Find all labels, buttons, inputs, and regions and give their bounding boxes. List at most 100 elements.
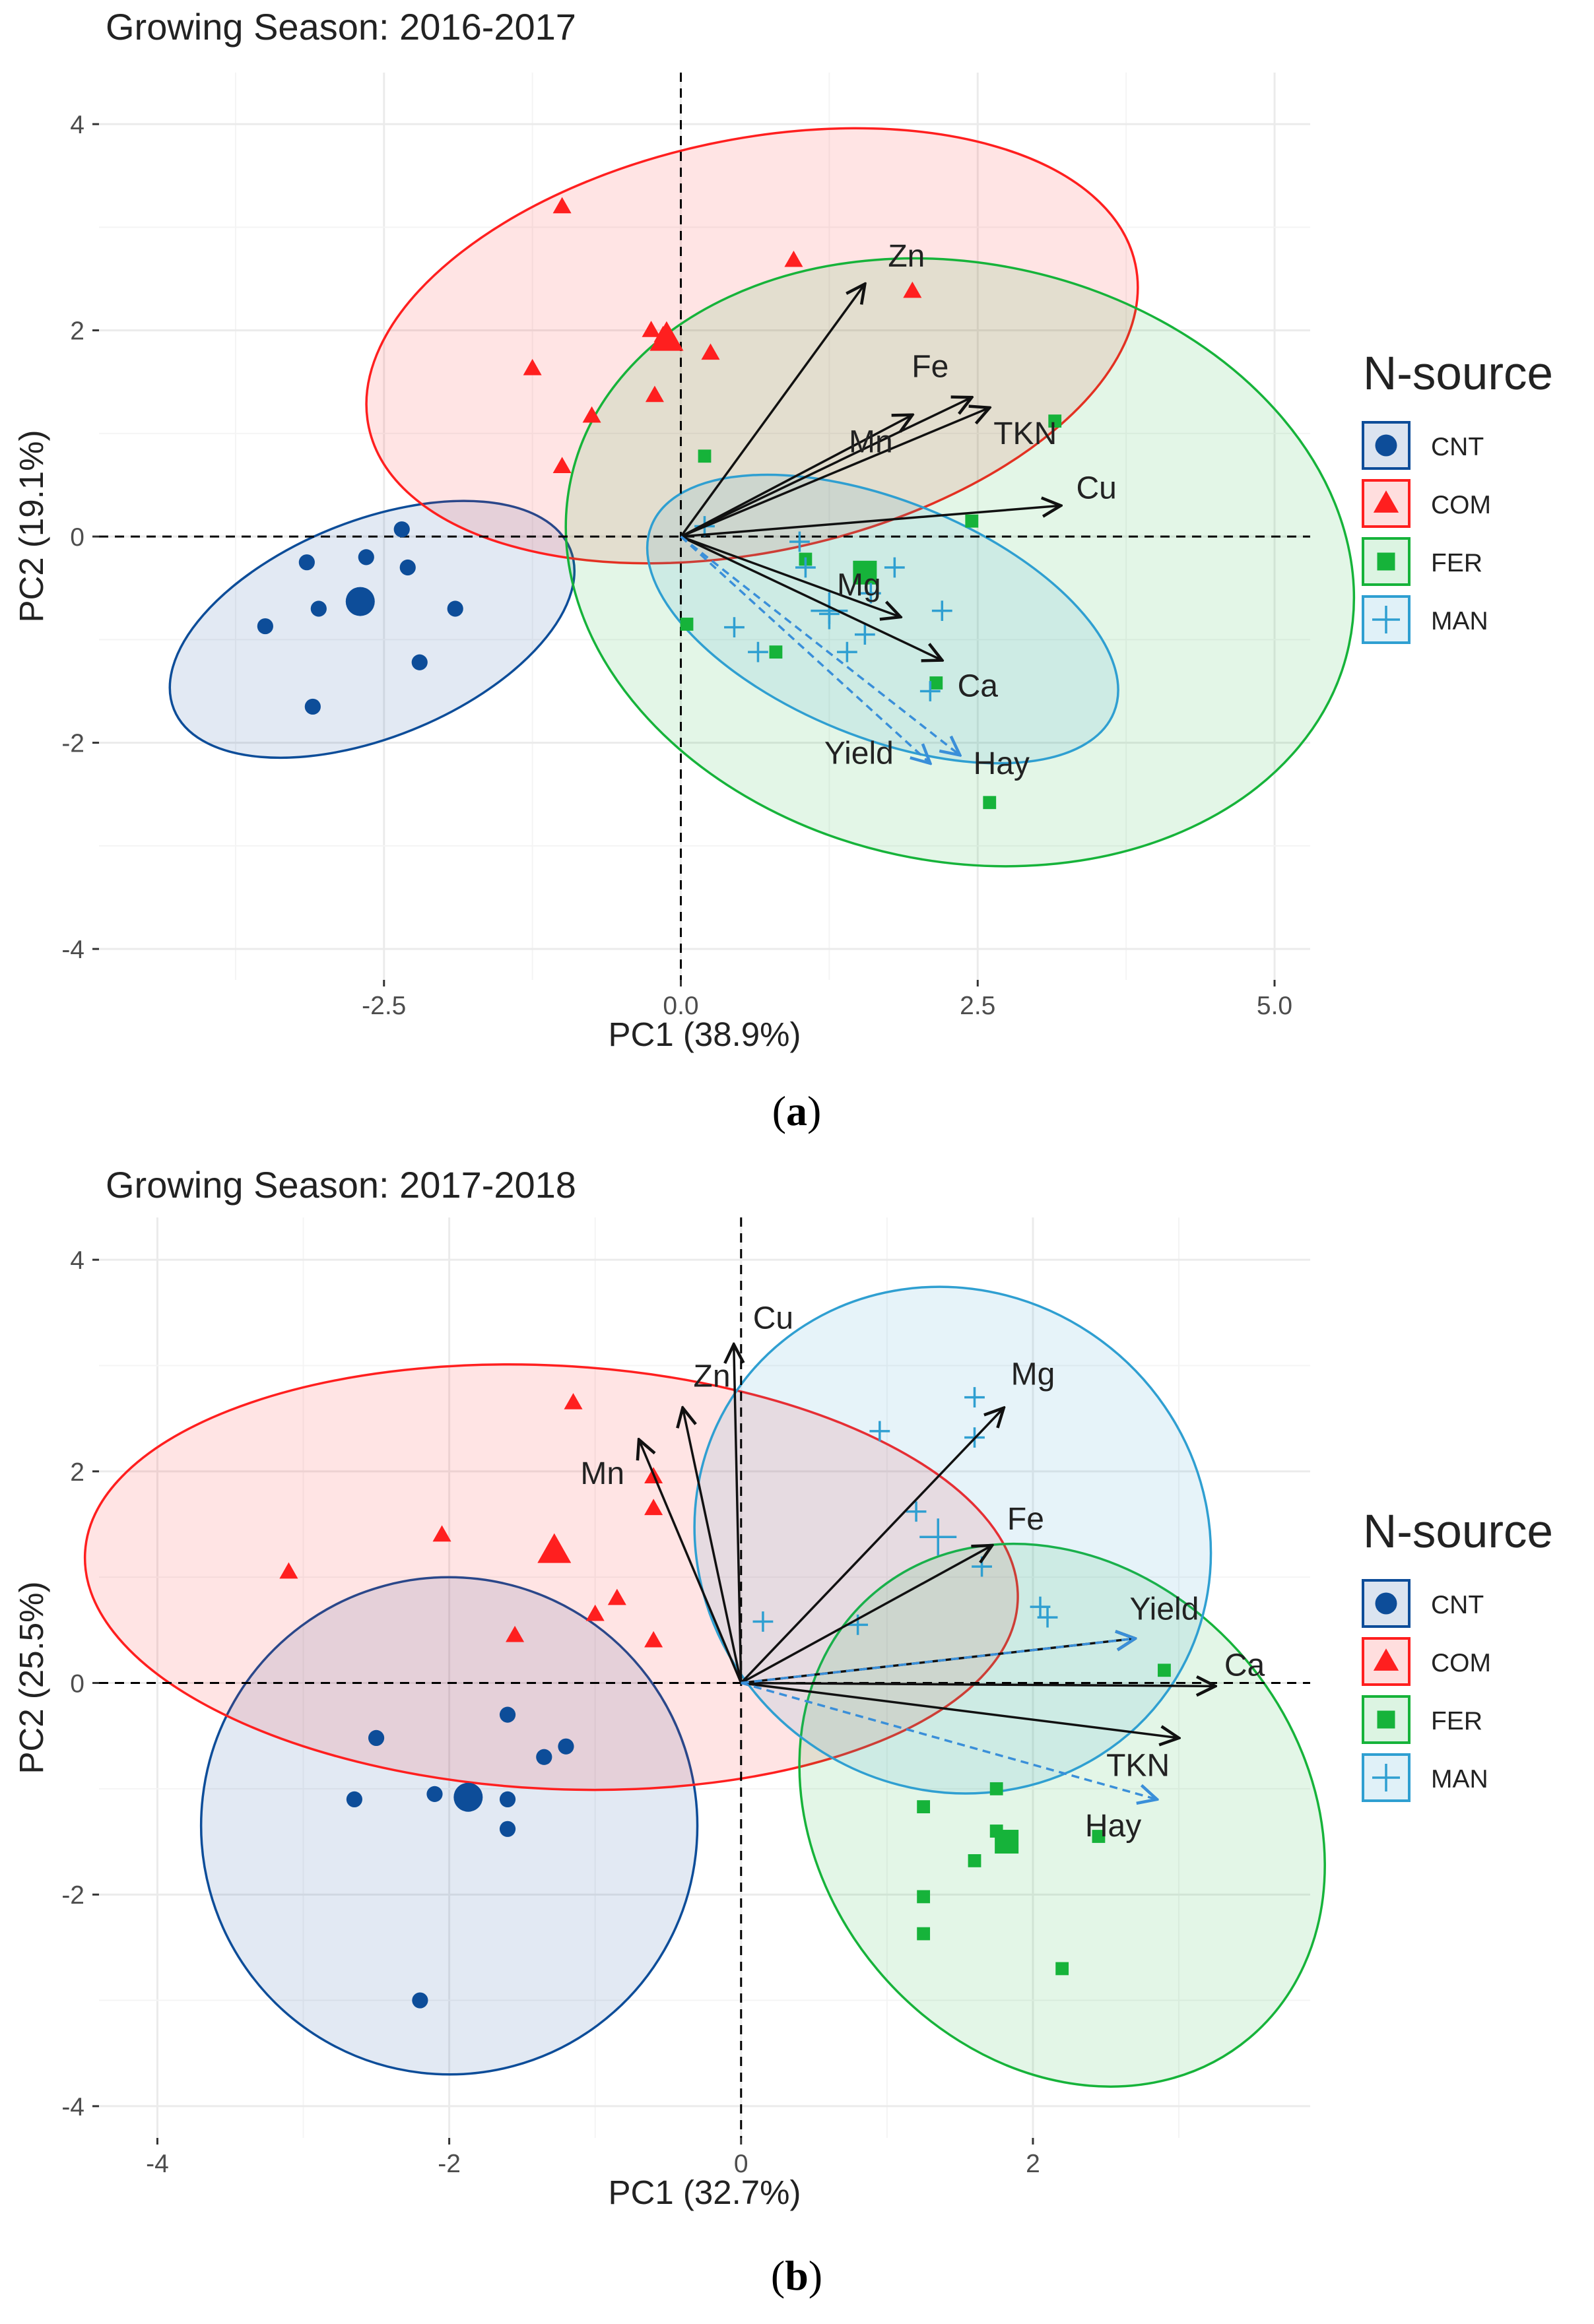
legend-label: MAN <box>1431 607 1488 635</box>
data-point <box>298 554 315 571</box>
legend-marker <box>1372 606 1400 633</box>
data-point <box>869 1421 890 1442</box>
y-tick-label: -4 <box>61 936 84 964</box>
centroid-point <box>853 560 877 585</box>
data-point <box>499 1821 516 1837</box>
data-point <box>1030 1596 1051 1617</box>
data-point <box>968 1854 981 1867</box>
vector-arrow <box>740 1545 992 1685</box>
legend-label: FER <box>1431 1707 1482 1735</box>
legend: N-source CNT COM FER MAN <box>1362 348 1553 644</box>
caption-open: ( <box>772 1087 786 1134</box>
data-point <box>789 531 810 552</box>
y-tick-label: 0 <box>70 1670 84 1698</box>
data-point <box>536 1749 552 1765</box>
x-tick-label: -2 <box>438 2150 461 2178</box>
data-point <box>399 559 416 576</box>
vector-label: Mn <box>849 424 893 459</box>
data-point <box>552 457 572 474</box>
legend-label: FER <box>1431 549 1482 577</box>
vector-label: Yield <box>824 736 894 771</box>
vector-label: Mg <box>1011 1357 1055 1392</box>
x-tick-label: 0 <box>734 2150 748 2178</box>
data-point <box>929 676 943 690</box>
data-point <box>558 1738 574 1755</box>
data-point <box>1037 1607 1058 1628</box>
legend-key-man <box>1362 1753 1411 1802</box>
data-point <box>645 385 664 403</box>
data-point <box>411 654 428 670</box>
vector-label: Fe <box>1007 1502 1044 1537</box>
caption-close: ) <box>809 2252 822 2299</box>
confidence-ellipses <box>83 1285 1326 2088</box>
loading-vectors: Zn Fe TKN Mn Cu Mg Ca Yield Hay <box>680 239 1117 781</box>
legend-marker <box>1373 490 1399 513</box>
data-point <box>644 1499 663 1516</box>
y-tick-label: -2 <box>61 730 84 758</box>
vector-label: Fe <box>912 349 948 384</box>
vector-label: Mg <box>837 568 881 603</box>
data-point <box>346 1791 362 1807</box>
y-tick-label: 4 <box>70 1246 84 1275</box>
y-tick-label: -4 <box>61 2093 84 2121</box>
data-point <box>607 1588 626 1605</box>
panel-caption: (b) <box>771 2252 822 2299</box>
vector-label: Hay <box>1085 1809 1141 1844</box>
caption-letter: b <box>785 2252 809 2299</box>
x-axis-label: PC1 (38.9%) <box>609 1016 801 1053</box>
data-point <box>917 1927 931 1941</box>
data-point <box>680 618 694 631</box>
legend-marker <box>1373 1648 1399 1671</box>
data-point <box>854 624 875 645</box>
data-point <box>552 197 572 214</box>
data-point <box>582 406 601 423</box>
legend-label: COM <box>1431 1649 1491 1677</box>
legend-marker <box>1372 1764 1400 1791</box>
data-point <box>642 321 661 337</box>
legend-title: N-source <box>1363 348 1553 400</box>
vector-label: Cu <box>753 1301 793 1336</box>
legend-marker <box>1377 552 1395 571</box>
data-point <box>784 250 803 267</box>
data-point <box>304 698 321 715</box>
ellipse-fer <box>798 1543 1326 2088</box>
confidence-ellipses <box>168 127 1356 868</box>
centroid-point <box>345 587 375 616</box>
vector-arrow <box>682 1408 743 1683</box>
x-tick-label: 0.0 <box>663 992 698 1020</box>
centroid-point <box>811 592 848 629</box>
vector-label: Yield <box>1129 1592 1199 1627</box>
x-axis: -4 -2 0 2 PC1 (32.7%) <box>146 2138 1040 2211</box>
vector-label: TKN <box>1106 1749 1170 1784</box>
vector-label: Ca <box>1224 1648 1265 1683</box>
data-point <box>769 645 783 659</box>
vector-label: Hay <box>974 746 1030 781</box>
data-point <box>1092 1830 1106 1843</box>
data-point <box>917 1890 931 1904</box>
y-tick-label: 2 <box>70 1458 84 1487</box>
series-com <box>279 1393 663 1648</box>
vector-arrow <box>680 535 943 661</box>
vector-arrow <box>680 535 901 617</box>
vector-arrow <box>741 1683 1216 1687</box>
data-point <box>795 557 816 578</box>
y-tick-label: 0 <box>70 523 84 552</box>
data-point <box>310 600 327 617</box>
y-tick-label: 2 <box>70 317 84 346</box>
ellipse-cnt <box>168 500 576 759</box>
vector-arrow <box>741 1681 1179 1738</box>
data-point <box>860 583 881 604</box>
data-point <box>393 521 410 538</box>
y-tick-label: 4 <box>70 111 84 139</box>
legend-marker <box>1375 434 1397 457</box>
y-axis-label: PC2 (25.5%) <box>13 1582 50 1774</box>
data-point <box>412 1992 428 2009</box>
data-point <box>917 1800 931 1814</box>
data-point <box>983 796 997 810</box>
legend-title: N-source <box>1363 1506 1553 1558</box>
y-axis-label: PC2 (19.1%) <box>13 430 50 623</box>
legend: N-source CNT COM FER MAN <box>1362 1506 1553 1802</box>
y-tick-label: -2 <box>61 1881 84 1910</box>
y-axis: -4 -2 0 2 4 PC2 (25.5%) <box>13 1246 99 2121</box>
legend-label: CNT <box>1431 1591 1484 1619</box>
